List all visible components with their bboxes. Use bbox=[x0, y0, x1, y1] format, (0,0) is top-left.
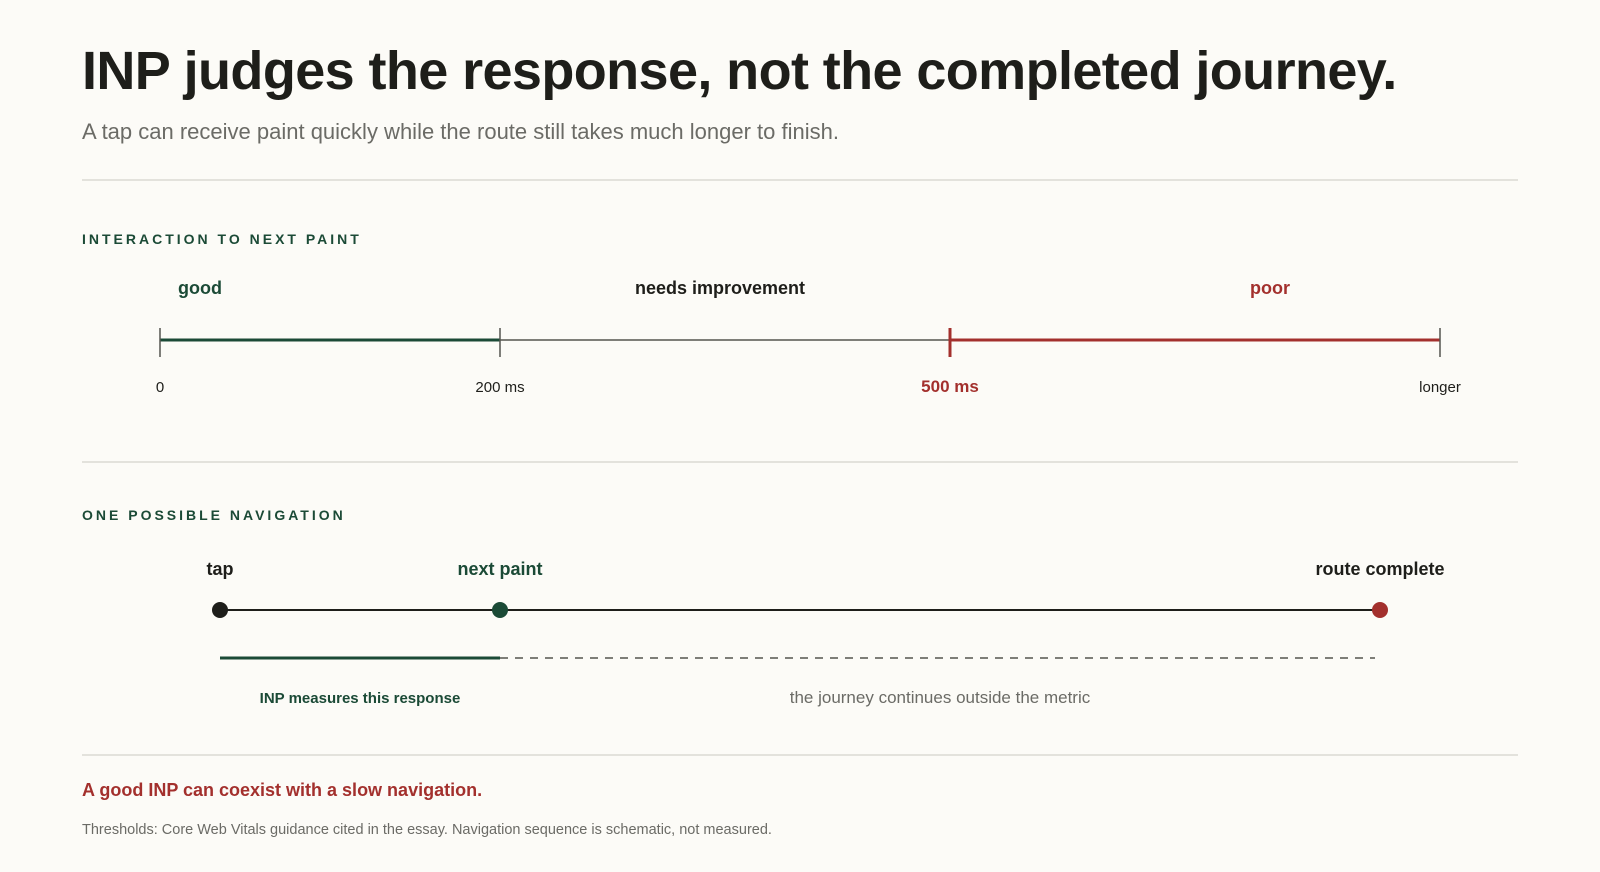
zone-label-poor: poor bbox=[1250, 278, 1290, 298]
conclusion-callout: A good INP can coexist with a slow navig… bbox=[82, 780, 483, 800]
page-title: INP judges the response, not the complet… bbox=[82, 41, 1397, 101]
tick-label-zero: 0 bbox=[156, 379, 164, 396]
tick-label-end: longer bbox=[1419, 379, 1461, 396]
event-label-tap: tap bbox=[207, 559, 234, 579]
event-dot-next-paint bbox=[492, 602, 508, 618]
measured-span-label: INP measures this response bbox=[260, 690, 461, 707]
event-dot-tap bbox=[212, 602, 228, 618]
divider-bottom bbox=[82, 754, 1518, 756]
divider-top bbox=[82, 179, 1518, 181]
tick-label-200ms: 200 ms bbox=[475, 379, 524, 396]
zone-label-needs-improvement: needs improvement bbox=[635, 278, 805, 298]
source-footnote: Thresholds: Core Web Vitals guidance cit… bbox=[82, 822, 772, 838]
tick-label-500ms: 500 ms bbox=[921, 377, 979, 396]
inp-section-label: INTERACTION TO NEXT PAINT bbox=[82, 231, 362, 247]
unmeasured-span-label: the journey continues outside the metric bbox=[790, 688, 1091, 707]
divider-middle bbox=[82, 461, 1518, 463]
zone-label-good: good bbox=[178, 278, 222, 298]
event-dot-route-complete bbox=[1372, 602, 1388, 618]
event-label-route-complete: route complete bbox=[1315, 559, 1444, 579]
event-label-next-paint: next paint bbox=[457, 559, 542, 579]
navigation-section-label: ONE POSSIBLE NAVIGATION bbox=[82, 507, 346, 523]
page-subtitle: A tap can receive paint quickly while th… bbox=[82, 119, 839, 144]
